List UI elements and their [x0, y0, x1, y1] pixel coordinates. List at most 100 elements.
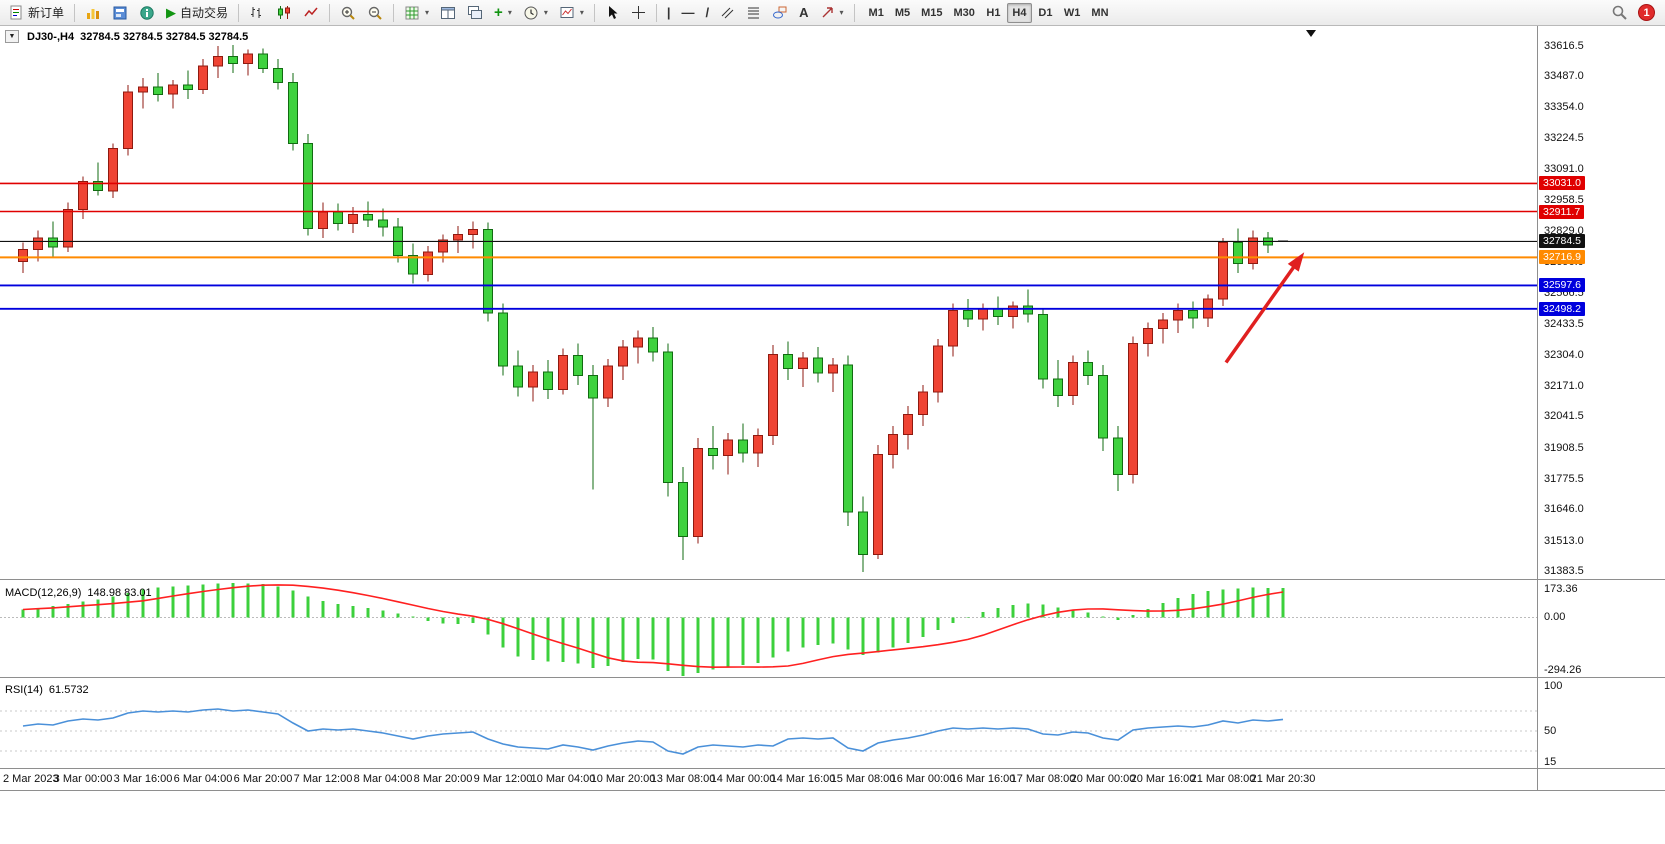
panel-splitter[interactable]	[0, 579, 1665, 580]
time-label: 10 Mar 20:00	[590, 773, 656, 785]
indicator-list-button[interactable]: ▾	[399, 2, 434, 24]
toolbar-separator	[593, 3, 595, 22]
cursor-button[interactable]	[600, 2, 625, 24]
candle-body	[198, 65, 208, 90]
timeframe-button-d1[interactable]: D1	[1033, 3, 1058, 23]
candle-body	[78, 180, 88, 211]
zoom-out-button[interactable]	[362, 2, 388, 24]
time-label: 3 Mar 00:00	[53, 773, 113, 785]
candle-body	[288, 82, 298, 145]
horizontal-line-tool-button[interactable]: —	[677, 2, 700, 24]
timeframe-button-mn[interactable]: MN	[1086, 3, 1113, 23]
trend-arrow[interactable]	[1224, 252, 1305, 364]
add-indicator-button[interactable]: + ▾	[489, 2, 517, 24]
crosshair-button[interactable]	[626, 2, 651, 24]
arrows-tool-button[interactable]: ▾	[815, 2, 849, 24]
candle-body	[138, 86, 148, 93]
bar-chart-button[interactable]	[244, 2, 270, 24]
cascade-windows-button[interactable]	[462, 2, 488, 24]
candle-body	[378, 219, 388, 228]
macd-values: 148.98 83.01	[87, 587, 152, 599]
macd-label: MACD(12,26,9)	[5, 587, 82, 599]
candle-body	[1053, 378, 1063, 396]
price-axis[interactable]: 33616.5 33487.0 33354.0 33224.5 33091.0 32958…	[1538, 26, 1665, 579]
fibonacci-tool-button[interactable]	[741, 2, 766, 24]
terminal-button[interactable]	[134, 2, 160, 24]
price-tick-label: 31908.5	[1544, 441, 1584, 454]
toolbar-separator	[329, 3, 331, 22]
time-label: 6 Mar 20:00	[233, 773, 293, 785]
channel-tool-button[interactable]	[715, 2, 740, 24]
price-line-label: 33031.0	[1539, 176, 1585, 191]
template-icon	[560, 7, 574, 18]
candle-body	[228, 56, 238, 65]
candle-body	[1128, 343, 1138, 475]
autotrading-button[interactable]: ▶ 自动交易	[161, 2, 233, 24]
timeframe-button-h1[interactable]: H1	[981, 3, 1006, 23]
candle-body	[483, 229, 493, 314]
candle-body	[828, 364, 838, 374]
candle-body	[1083, 362, 1093, 376]
navigator-button[interactable]	[107, 2, 133, 24]
timeframe-button-h4[interactable]: H4	[1006, 2, 1032, 23]
panel-splitter[interactable]	[0, 768, 1665, 769]
rsi-canvas[interactable]	[0, 680, 1537, 768]
timeframe-button-m15[interactable]: M15	[916, 3, 947, 23]
candle-body	[693, 447, 703, 538]
price-axis-separator[interactable]	[1537, 26, 1538, 790]
macd-histogram	[21, 583, 1285, 676]
arrow-shaft[interactable]	[1224, 258, 1301, 364]
macd-canvas[interactable]	[0, 583, 1537, 676]
market-watch-button[interactable]	[80, 2, 106, 24]
candle-body	[663, 351, 673, 483]
time-label: 21 Mar 08:00	[1190, 773, 1256, 785]
trendline-tool-button[interactable]: /	[701, 2, 715, 24]
periods-button[interactable]: ▾	[518, 2, 553, 24]
chart-shift-marker-icon[interactable]	[1306, 30, 1316, 37]
text-tool-button[interactable]: A	[794, 2, 813, 24]
panel-splitter[interactable]	[0, 677, 1665, 678]
price-tick-label: 31775.5	[1544, 472, 1584, 485]
candle-body	[528, 371, 538, 388]
time-axis[interactable]: 2 Mar 2023 3 Mar 00:00 3 Mar 16:00 6 Mar 04…	[0, 769, 1537, 790]
zoom-in-icon	[341, 6, 355, 20]
time-label: 7 Mar 12:00	[293, 773, 353, 785]
dropdown-icon: ▾	[839, 8, 844, 17]
clock-icon	[524, 6, 538, 19]
price-line-label: 32597.6	[1539, 278, 1585, 293]
chart-ohlc-values: 32784.5 32784.5 32784.5 32784.5	[80, 30, 249, 43]
timeframe-button-m1[interactable]: M1	[864, 3, 889, 23]
price-tick-label: 33224.5	[1544, 131, 1584, 144]
shapes-tool-button[interactable]	[767, 2, 793, 24]
candle-body	[738, 439, 748, 454]
vertical-line-icon: |	[666, 5, 671, 20]
line-chart-button[interactable]	[298, 2, 324, 24]
notification-badge[interactable]: 1	[1638, 4, 1655, 21]
candle-body	[423, 251, 433, 275]
tile-windows-button[interactable]	[435, 2, 461, 24]
search-button[interactable]	[1606, 2, 1633, 24]
candlestick-chart-button[interactable]	[271, 2, 297, 24]
vertical-line-tool-button[interactable]: |	[662, 2, 676, 24]
dropdown-icon: ▾	[579, 8, 584, 17]
new-order-button[interactable]: 新订单	[4, 2, 69, 24]
price-tick-label: 32304.0	[1544, 348, 1584, 361]
candle-body	[1038, 313, 1048, 380]
oneclick-collapse-icon[interactable]: ▼	[5, 30, 19, 43]
add-indicator-icon: +	[494, 4, 503, 21]
timeframe-button-w1[interactable]: W1	[1059, 3, 1086, 23]
timeframe-button-m30[interactable]: M30	[949, 3, 980, 23]
zoom-in-button[interactable]	[335, 2, 361, 24]
autotrading-play-icon: ▶	[166, 5, 177, 20]
price-chart-canvas[interactable]	[0, 26, 1537, 579]
candle-body	[558, 354, 568, 390]
autotrading-label: 自动交易	[180, 6, 229, 20]
price-tick-label: 32041.5	[1544, 410, 1584, 423]
timeframe-button-m5[interactable]: M5	[890, 3, 915, 23]
time-label: 16 Mar 16:00	[950, 773, 1016, 785]
price-tick-label: 32829.0	[1544, 224, 1584, 237]
time-label: 8 Mar 20:00	[413, 773, 473, 785]
candle-body	[258, 53, 268, 69]
templates-button[interactable]: ▾	[554, 2, 589, 24]
